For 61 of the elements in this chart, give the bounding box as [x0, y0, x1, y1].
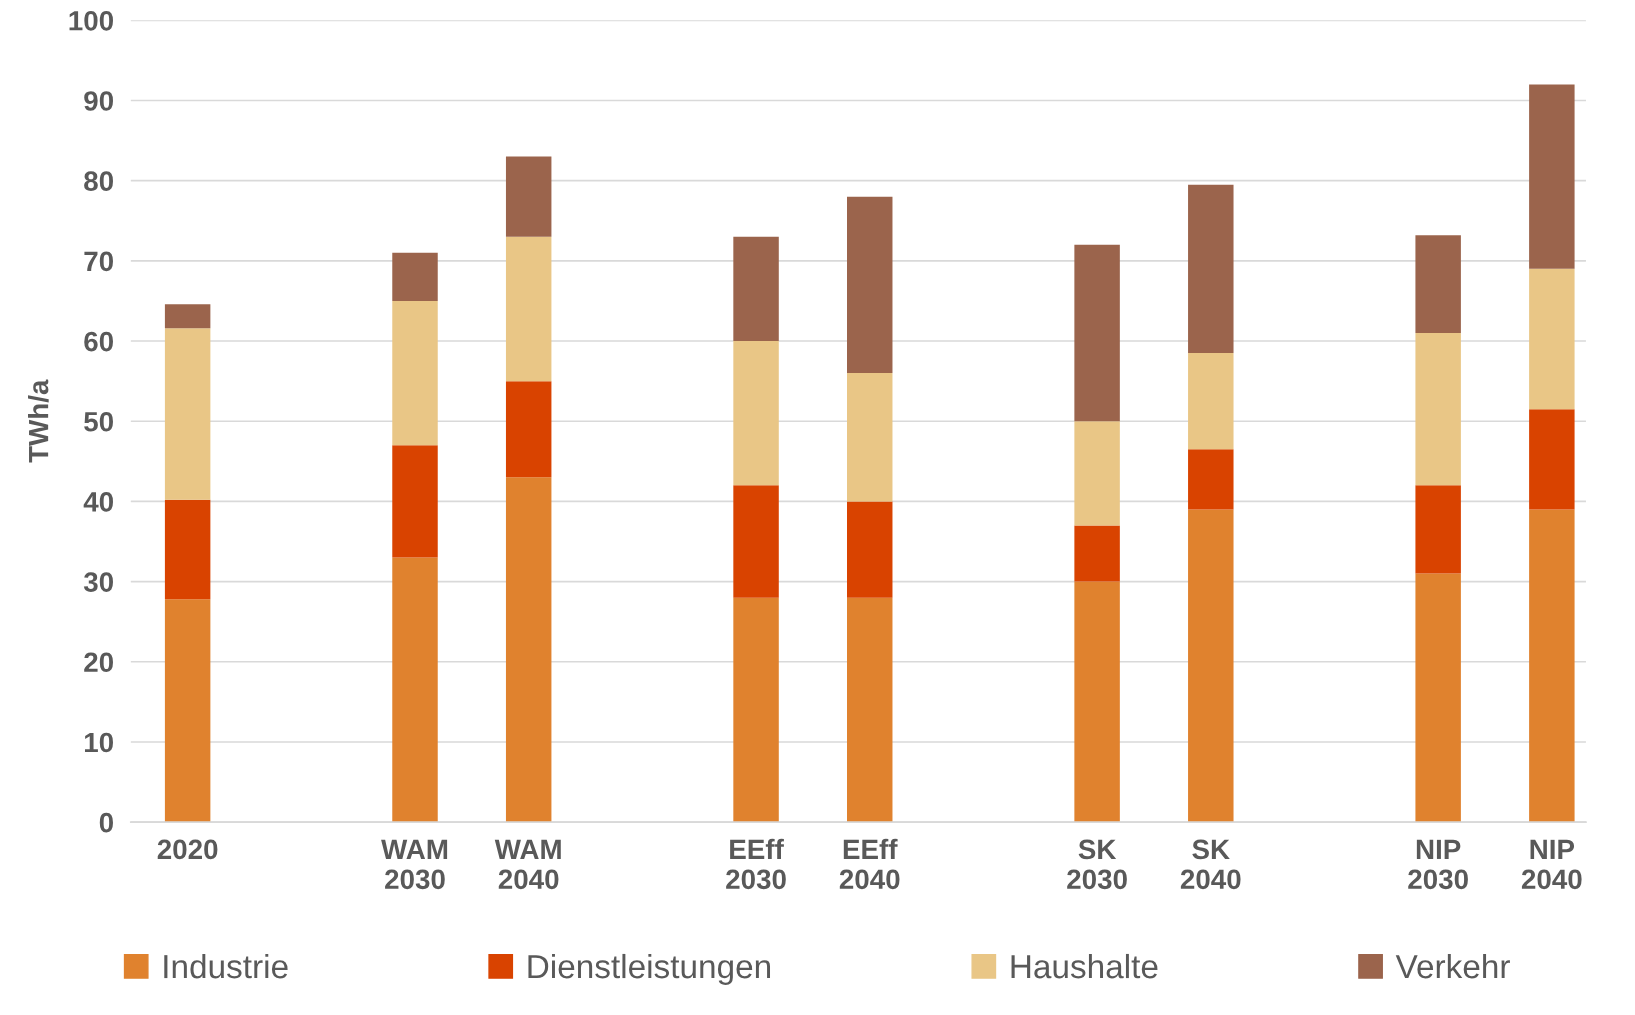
bar: [1188, 509, 1234, 823]
bar: [1415, 485, 1461, 574]
bar: [1415, 333, 1461, 486]
bar: [1415, 573, 1461, 823]
bar: [1074, 581, 1120, 823]
bar: [1188, 184, 1234, 354]
x-tick-label: EEff 2040: [839, 838, 900, 890]
bar: [1188, 449, 1234, 510]
bar: [1188, 353, 1234, 450]
x-tick-label: EEff 2030: [726, 838, 786, 890]
bar: [392, 445, 438, 558]
legend-label: Industrie: [164, 953, 288, 979]
bar: [1529, 268, 1575, 410]
bar: [1529, 84, 1575, 269]
y-tick-label: 80: [84, 171, 113, 192]
bar: [392, 300, 438, 446]
bar: [392, 252, 438, 301]
bar: [164, 499, 211, 600]
legend-label: Haushalte: [1011, 953, 1158, 979]
y-tick-label: 10: [84, 732, 113, 753]
y-tick-label: 100: [69, 10, 113, 31]
x-tick-label: WAM 2030: [381, 839, 448, 890]
bar: [733, 236, 779, 342]
y-tick-label: 20: [84, 652, 113, 673]
bar: [847, 597, 893, 823]
x-tick-label: 2020: [157, 839, 218, 860]
bar: [505, 156, 552, 237]
y-tick-label: 30: [83, 572, 113, 592]
x-tick-label: WAM 2040: [494, 839, 561, 890]
x-tick-label: SK 2030: [1067, 839, 1127, 890]
y-tick-label: 70: [84, 251, 113, 272]
bar: [392, 557, 438, 823]
bar: [164, 328, 211, 500]
y-tick-label: 60: [84, 331, 113, 352]
x-tick-label: SK 2040: [1180, 839, 1241, 890]
x-tick-label: NIP 2030: [1408, 839, 1468, 890]
bar: [847, 373, 893, 502]
y-tick-label: 50: [84, 411, 113, 432]
bar: [1529, 409, 1575, 510]
y-tick-label: 40: [83, 492, 113, 512]
legend-label: Dienstleistungen: [528, 953, 771, 985]
bar: [1529, 509, 1575, 823]
y-tick-label: 0: [99, 812, 113, 833]
bar: [733, 485, 779, 598]
bar: [505, 236, 552, 382]
x-tick-label: NIP 2040: [1521, 839, 1582, 890]
bar: [1074, 421, 1120, 526]
bar: [505, 381, 552, 478]
bar: [1074, 525, 1120, 582]
bar: [847, 196, 893, 374]
bar: [164, 304, 211, 329]
legend-label: Verkehr: [1395, 953, 1510, 979]
y-axis-title: TWh/a: [28, 379, 49, 463]
bar: [847, 501, 893, 598]
bar: [164, 599, 211, 823]
bar: [1074, 244, 1120, 422]
bar: [1415, 235, 1461, 334]
bar: [505, 477, 552, 823]
bar: [733, 597, 779, 823]
y-tick-label: 90: [84, 91, 113, 111]
bar: [733, 341, 779, 486]
